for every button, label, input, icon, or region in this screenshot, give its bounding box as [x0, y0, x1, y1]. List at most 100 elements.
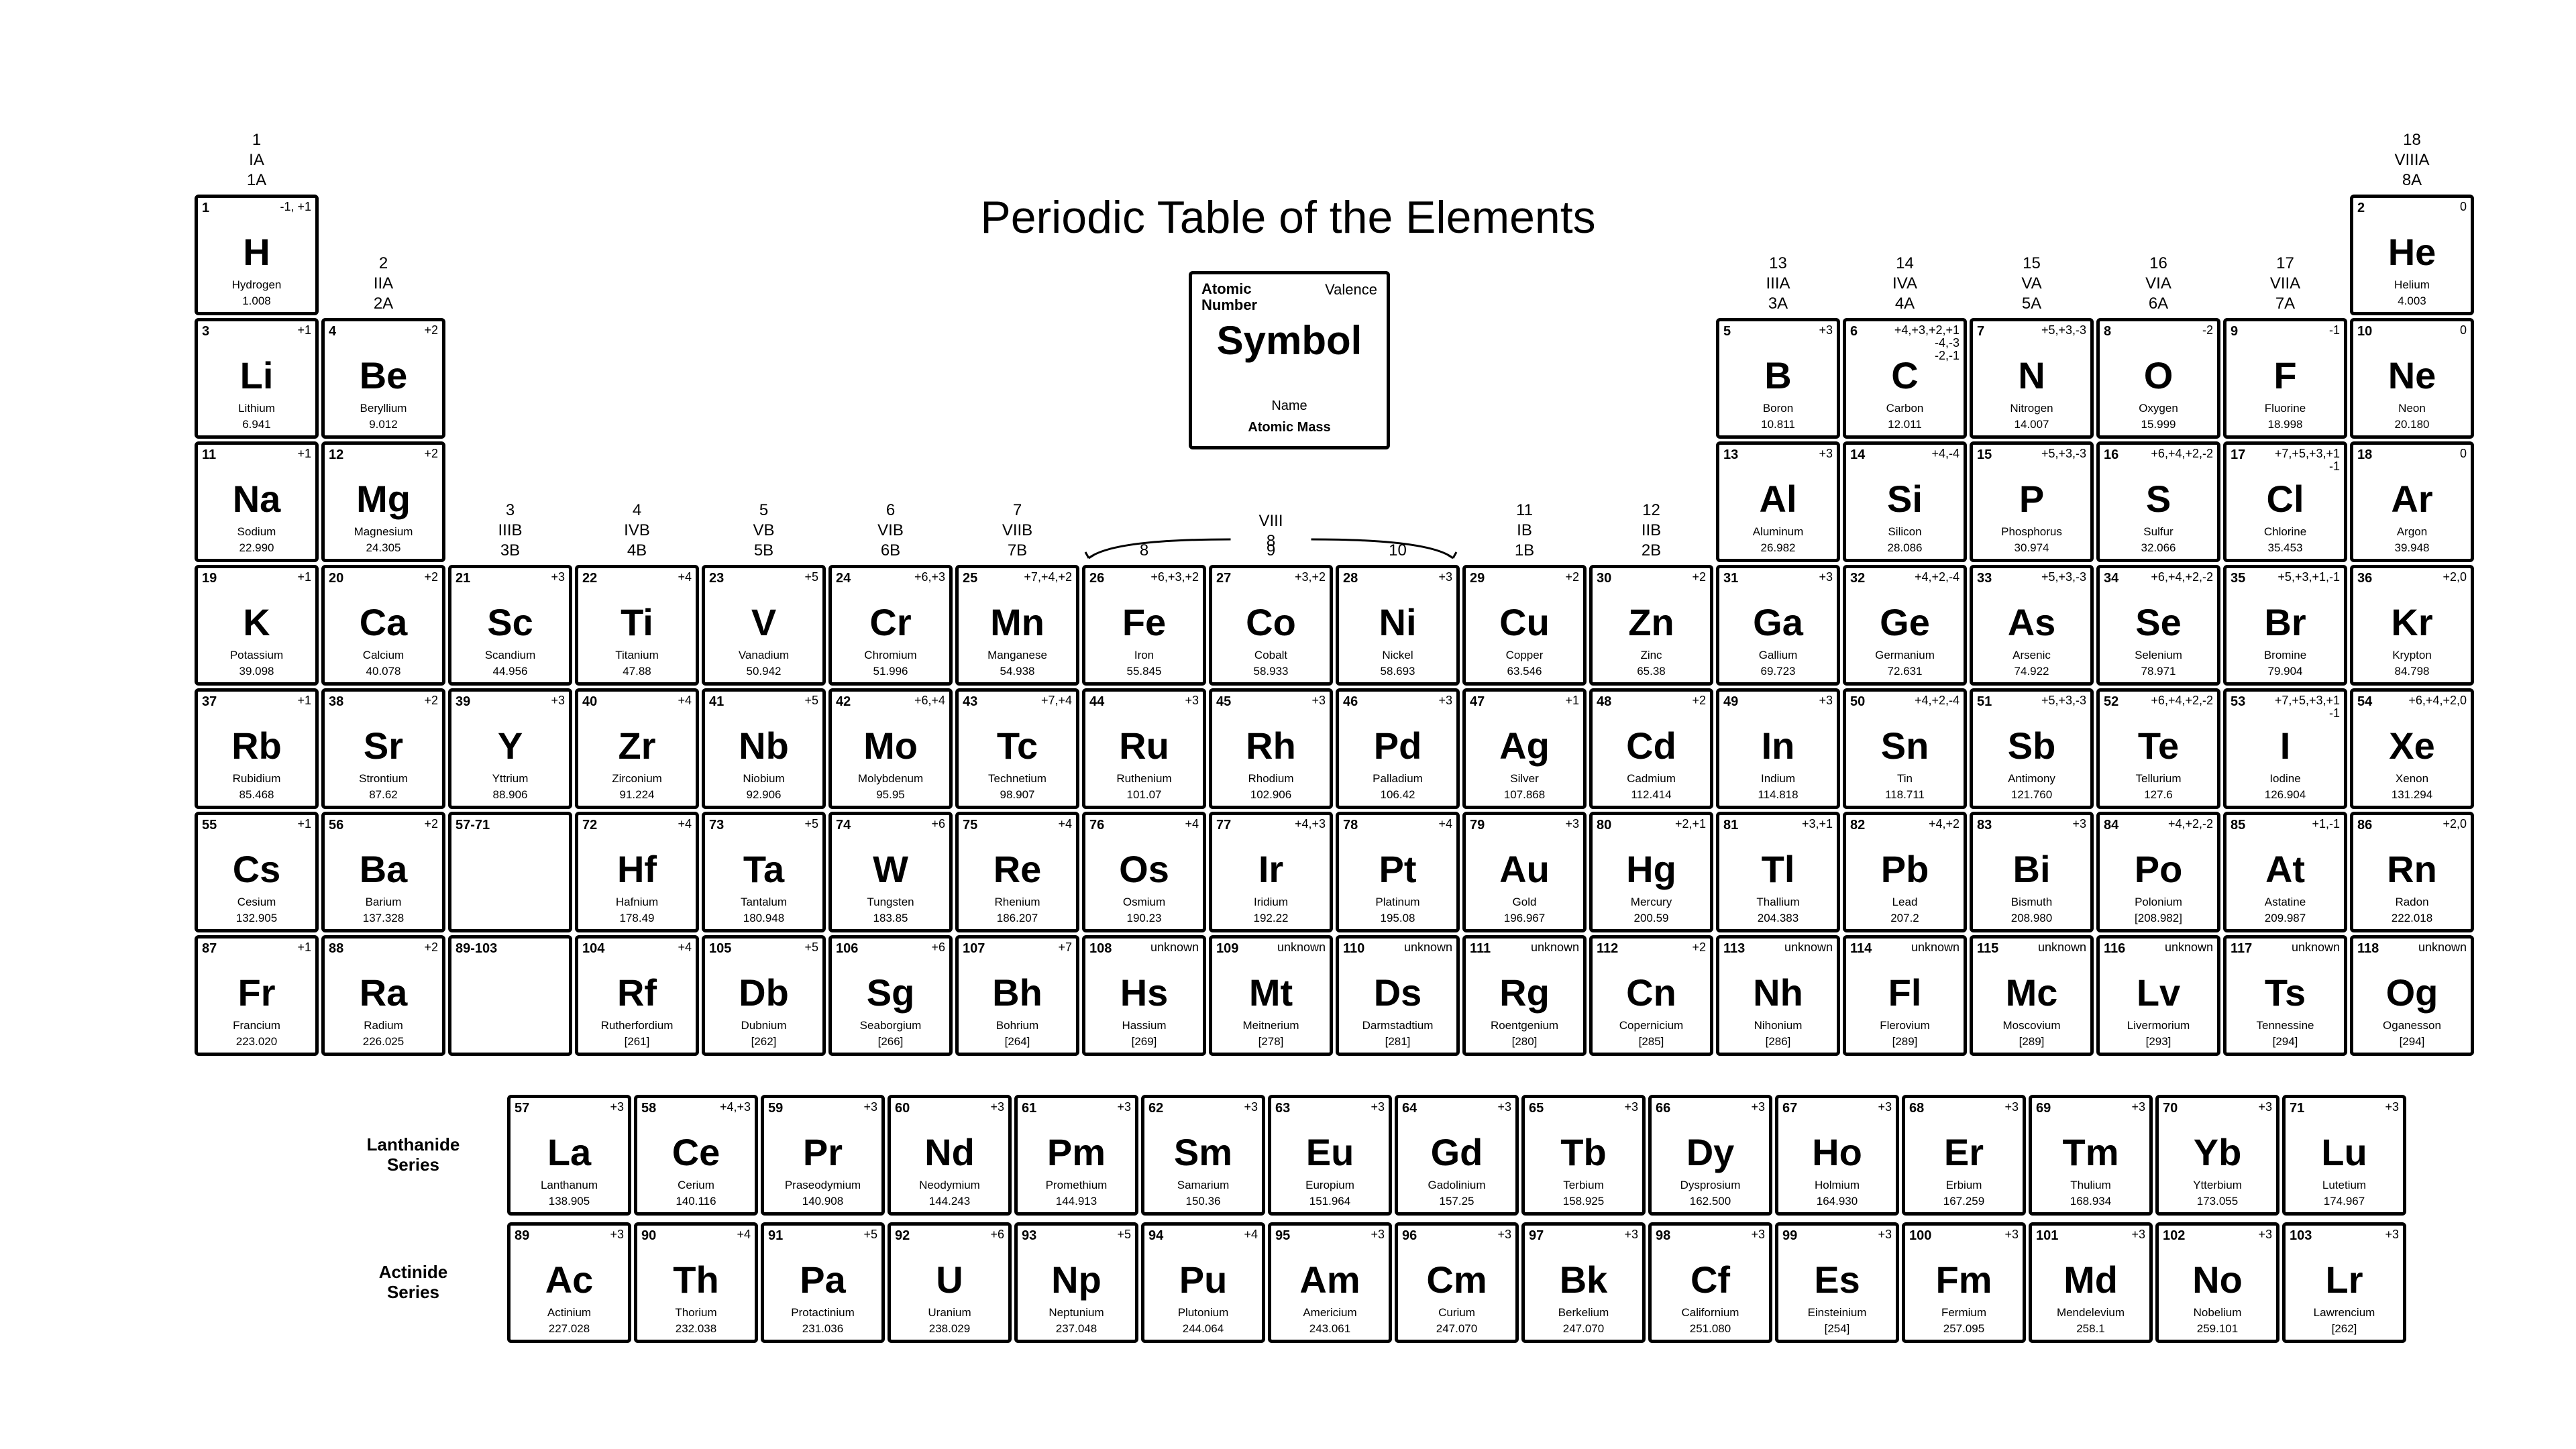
valence: unknown [2292, 941, 2340, 954]
element-cell-S: 16+6,+4,+2,-2SSulfur32.066 [2096, 441, 2220, 562]
valence: +3 [1819, 447, 1833, 460]
element-name: Europium [1271, 1179, 1389, 1192]
valence: +3 [1117, 1101, 1131, 1114]
element-name: Rhodium [1212, 772, 1330, 786]
atomic-mass: [261] [578, 1035, 696, 1049]
atomic-number: 69 [2036, 1101, 2051, 1116]
atomic-number: 53 [2231, 694, 2245, 710]
element-name: Niobium [705, 772, 822, 786]
valence: +6,+4,+2,-2 [2151, 447, 2213, 460]
element-name: Moscovium [1973, 1019, 2090, 1032]
atomic-mass: 259.101 [2159, 1322, 2276, 1336]
valence: +2 [424, 694, 438, 707]
element-name: Lutetium [2286, 1179, 2403, 1192]
valence: +3 [1819, 571, 1833, 584]
element-name: Osmium [1085, 896, 1203, 909]
element-cell-Sn: 50+4,+2,-4SnTin118.711 [1843, 688, 1967, 809]
element-symbol: Ni [1339, 600, 1456, 644]
element-cell-Ru: 44+3RuRuthenium101.07 [1082, 688, 1206, 809]
atomic-number: 23 [709, 571, 724, 586]
element-symbol: Ne [2353, 354, 2471, 397]
atomic-number: 35 [2231, 571, 2245, 586]
valence: -2 [2202, 324, 2213, 337]
element-symbol: Cu [1466, 600, 1583, 644]
element-symbol: Pd [1339, 724, 1456, 767]
atomic-number: 3 [202, 324, 209, 339]
atomic-mass: [262] [2286, 1322, 2403, 1336]
atomic-mass: 162.500 [1652, 1195, 1769, 1208]
atomic-number: 8 [2104, 324, 2111, 339]
atomic-number: 9 [2231, 324, 2238, 339]
element-symbol: Y [451, 724, 569, 767]
element-cell-Tb: 65+3TbTerbium158.925 [1521, 1095, 1646, 1216]
atomic-mass: [278] [1212, 1035, 1330, 1049]
atomic-mass: 26.982 [1719, 541, 1837, 555]
element-cell-89-103: 89-103 [448, 935, 572, 1056]
atomic-number: 116 [2104, 941, 2125, 957]
element-symbol: Sn [1846, 724, 1964, 767]
valence: +3 [2131, 1228, 2145, 1241]
valence: +3 [1371, 1101, 1385, 1114]
element-cell-Ge: 32+4,+2,-4GeGermanium72.631 [1843, 565, 1967, 686]
valence: +3 [1751, 1101, 1765, 1114]
element-symbol: W [832, 847, 949, 891]
atomic-mass: 91.224 [578, 788, 696, 802]
valence: +3 [2004, 1228, 2019, 1241]
atomic-number: 108 [1089, 941, 1112, 957]
element-symbol: Li [198, 354, 315, 397]
atomic-mass: 14.007 [1973, 418, 2090, 431]
atomic-mass: 39.098 [198, 665, 315, 678]
atomic-mass: 4.003 [2353, 294, 2471, 308]
atomic-number: 115 [1977, 941, 1998, 957]
element-cell-57-71: 57-71 [448, 812, 572, 932]
element-name: Boron [1719, 402, 1837, 415]
valence: +4 [737, 1228, 751, 1241]
element-symbol: F [2226, 354, 2344, 397]
element-symbol: Cs [198, 847, 315, 891]
atomic-number: 66 [1656, 1101, 1670, 1116]
element-cell-Ga: 31+3GaGallium69.723 [1716, 565, 1840, 686]
element-name: Roentgenium [1466, 1019, 1583, 1032]
element-cell-Bi: 83+3BiBismuth208.980 [1970, 812, 2094, 932]
atomic-number: 67 [1782, 1101, 1797, 1116]
element-symbol: In [1719, 724, 1837, 767]
element-symbol: La [511, 1130, 628, 1174]
valence: +6,+4,+2,-2 [2151, 694, 2213, 707]
atomic-number: 41 [709, 694, 724, 710]
atomic-mass: [285] [1593, 1035, 1710, 1049]
element-name: Arsenic [1973, 649, 2090, 662]
element-name: Thulium [2032, 1179, 2149, 1192]
atomic-mass: 30.974 [1973, 541, 2090, 555]
atomic-number: 109 [1216, 941, 1238, 957]
valence: +2,0 [2443, 818, 2467, 830]
element-cell-Kr: 36+2,0KrKrypton84.798 [2350, 565, 2474, 686]
valence: +7,+4 [1041, 694, 1072, 707]
atomic-mass: 118.711 [1846, 788, 1964, 802]
element-name: Sulfur [2100, 525, 2217, 539]
atomic-number: 112 [1597, 941, 1618, 957]
valence: unknown [2038, 941, 2086, 954]
element-name: Livermorium [2100, 1019, 2217, 1032]
element-name: Vanadium [705, 649, 822, 662]
group-header-line: 6B [828, 541, 953, 561]
element-symbol: K [198, 600, 315, 644]
valence: +5 [1117, 1228, 1131, 1241]
element-symbol: Mg [325, 477, 442, 521]
element-name: Neptunium [1018, 1306, 1135, 1320]
atomic-mass: 78.971 [2100, 665, 2217, 678]
atomic-number: 13 [1723, 447, 1738, 463]
element-name: Hafnium [578, 896, 696, 909]
atomic-mass: 44.956 [451, 665, 569, 678]
atomic-number: 42 [836, 694, 851, 710]
element-cell-Cu: 29+2CuCopper63.546 [1462, 565, 1587, 686]
atomic-mass: 20.180 [2353, 418, 2471, 431]
atomic-mass: [262] [705, 1035, 822, 1049]
atomic-number: 39 [455, 694, 470, 710]
element-cell-Re: 75+4ReRhenium186.207 [955, 812, 1079, 932]
element-name: Fermium [1905, 1306, 2023, 1320]
element-cell-Mg: 12+2MgMagnesium24.305 [321, 441, 445, 562]
element-name: Oganesson [2353, 1019, 2471, 1032]
valence: unknown [2418, 941, 2467, 954]
atomic-number: 30 [1597, 571, 1611, 586]
valence: +4,+2,-4 [1915, 571, 1960, 584]
